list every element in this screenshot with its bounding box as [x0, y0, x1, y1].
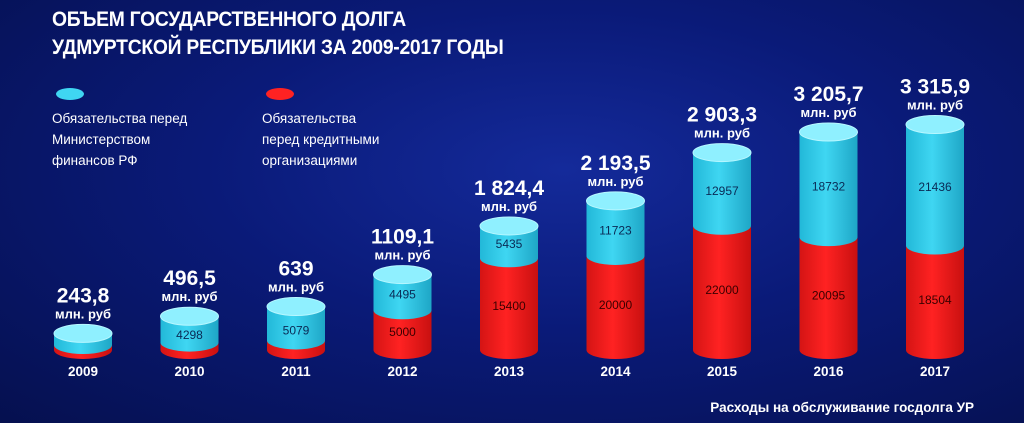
bar-top-2012	[373, 265, 432, 285]
total-unit-2011: млн. руб	[268, 280, 324, 295]
total-unit-2017: млн. руб	[907, 98, 963, 113]
bar-red-2017	[906, 245, 964, 359]
bar-cyan-2010	[160, 316, 219, 352]
x-tick-2010: 2010	[174, 364, 204, 379]
bar-cyan-2017	[906, 124, 964, 255]
total-value-2012: 1109,1	[371, 226, 434, 249]
bar-cyan-2011	[267, 306, 325, 350]
legend-swatch-cyan	[56, 88, 84, 100]
chart-title-line-1: ОБЪЕМ ГОСУДАРСТВЕННОГО ДОЛГА	[52, 8, 406, 31]
total-value-2014: 2 193,5	[580, 152, 650, 175]
bar-label-cyan-2016: 18732	[812, 180, 846, 194]
bar-top-2010	[160, 306, 219, 326]
legend-swatch-red	[266, 88, 294, 100]
total-value-2015: 2 903,3	[687, 104, 757, 127]
x-tick-2016: 2016	[813, 364, 844, 379]
legend-label-ministry: Обязательства перед Министерством финанс…	[52, 111, 188, 168]
bar-top-2014	[586, 191, 645, 211]
x-tick-2017: 2017	[920, 364, 950, 379]
total-unit-2009: млн. руб	[55, 306, 111, 321]
total-unit-2016: млн. руб	[801, 105, 857, 120]
total-value-2013: 1 824,4	[474, 177, 544, 200]
bar-top-2016	[799, 122, 858, 142]
bar-red-2015	[693, 225, 751, 359]
bar-label-red-2015: 22000	[705, 283, 739, 297]
total-value-2010: 496,5	[163, 267, 216, 290]
bar-red-2016	[799, 237, 858, 359]
bar-label-cyan-2014: 11723	[599, 223, 632, 237]
bar-label-cyan-2015: 12957	[705, 184, 739, 198]
x-tick-2015: 2015	[707, 364, 738, 379]
bar-label-red-2014: 20000	[599, 298, 633, 312]
bar-label-red-2013: 15400	[492, 299, 526, 313]
total-value-2017: 3 315,9	[900, 76, 970, 99]
bar-top-2013	[479, 216, 539, 236]
bar-top-2017	[905, 115, 965, 135]
bar-top-2009	[53, 323, 113, 343]
bar-label-cyan-2011: 5079	[283, 323, 310, 337]
bar-label-cyan-2013: 5435	[496, 237, 523, 251]
total-unit-2014: млн. руб	[588, 174, 644, 189]
x-tick-2014: 2014	[600, 364, 631, 379]
legend-label-banks: Обязательства перед кредитными организац…	[262, 111, 380, 168]
total-unit-2013: млн. руб	[481, 199, 537, 214]
bar-label-cyan-2017: 21436	[918, 180, 952, 194]
bar-cyan-2014	[586, 200, 645, 265]
bar-label-cyan-2012: 4495	[389, 287, 416, 301]
bar-cyan-2012	[373, 274, 432, 320]
total-unit-2012: млн. руб	[375, 248, 431, 263]
chart-title: ОБЪЕМ ГОСУДАРСТВЕННОГО ДОЛГА УДМУРТСКОЙ …	[52, 6, 504, 62]
bar-cyan-2015	[693, 152, 751, 235]
x-tick-2013: 2013	[494, 364, 525, 379]
total-unit-2015: млн. руб	[694, 126, 750, 141]
total-value-2011: 639	[278, 258, 313, 281]
x-tick-2009: 2009	[68, 364, 98, 379]
bar-red-2013	[480, 258, 538, 359]
x-tick-2011: 2011	[281, 364, 311, 379]
total-value-2016: 3 205,7	[793, 83, 863, 106]
bar-cyan-2016	[799, 132, 858, 247]
bar-top-2015	[692, 143, 752, 163]
bar-label-cyan-2010: 4298	[176, 328, 203, 342]
total-value-2009: 243,8	[57, 284, 110, 307]
chart-title-line-2: УДМУРТСКОЙ РЕСПУБЛИКИ ЗА 2009-2017 ГОДЫ	[52, 36, 504, 59]
bar-red-2012	[373, 310, 432, 359]
bar-label-red-2016: 20095	[812, 289, 846, 303]
bar-red-2014	[586, 255, 645, 359]
x-tick-2012: 2012	[387, 364, 417, 379]
chart-footer: Расходы на обслуживание госдолга УР	[710, 400, 974, 415]
total-unit-2010: млн. руб	[162, 289, 218, 304]
bar-cyan-2013	[480, 225, 538, 268]
bar-label-red-2017: 18504	[918, 293, 952, 307]
bar-top-2011	[266, 297, 326, 317]
bar-label-red-2012: 5000	[389, 325, 416, 339]
